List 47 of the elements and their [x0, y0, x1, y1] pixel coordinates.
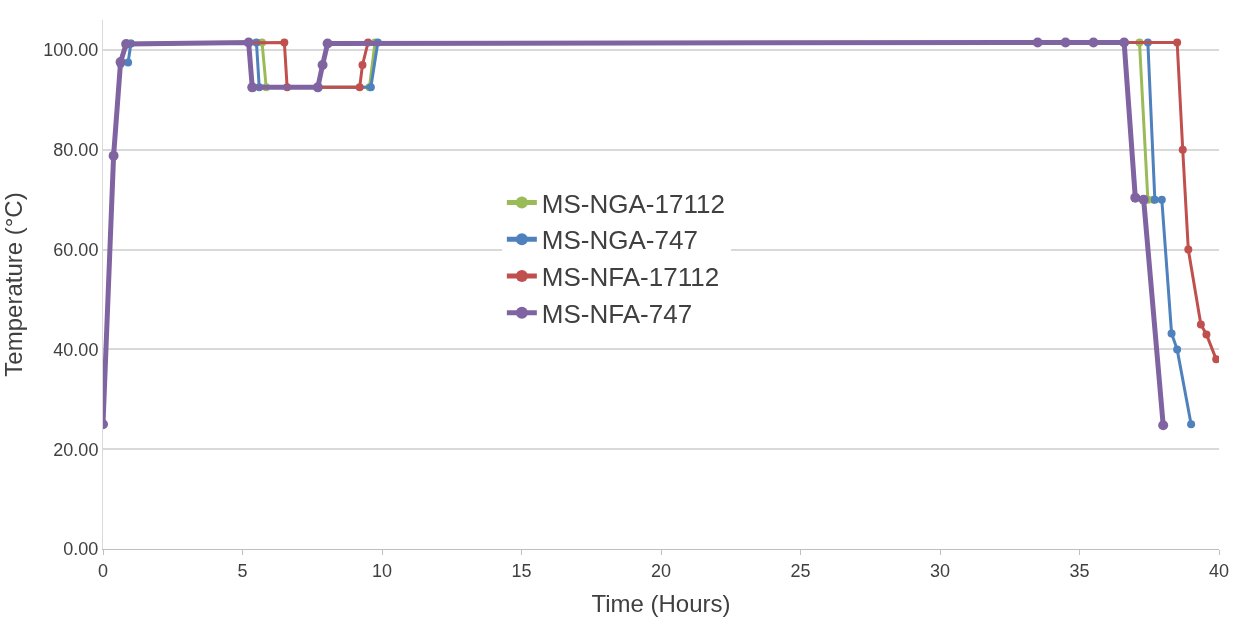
- x-tick-label: 5: [237, 560, 248, 581]
- legend-label: MS-NFA-17112: [541, 262, 720, 293]
- x-tick-label: 15: [511, 560, 532, 581]
- point: [1130, 192, 1141, 203]
- point: [247, 82, 258, 93]
- point: [1173, 38, 1182, 47]
- x-tick-label: 20: [650, 560, 672, 581]
- point: [1119, 37, 1130, 48]
- point: [1173, 345, 1182, 354]
- y-tick-label: 0.00: [63, 539, 99, 560]
- point: [243, 37, 254, 48]
- x-tick-label: 25: [790, 560, 811, 581]
- point: [1196, 320, 1205, 329]
- point: [1212, 355, 1219, 364]
- y-tick-label: 100.00: [43, 40, 99, 61]
- point: [1088, 37, 1099, 48]
- point: [1060, 37, 1071, 48]
- point: [1178, 145, 1187, 154]
- point: [124, 58, 133, 67]
- x-tick-label: 30: [929, 560, 951, 581]
- y-tick-label: 40.00: [53, 339, 99, 360]
- legend-label: MS-NGA-17112: [541, 188, 725, 219]
- x-tick-label: 40: [1208, 560, 1230, 581]
- x-tick-label: 0: [97, 560, 109, 581]
- legend-label: MS-NFA-747: [541, 298, 693, 329]
- point: [1184, 245, 1193, 254]
- point: [322, 38, 333, 49]
- y-tick-label: 80.00: [53, 140, 99, 161]
- point: [1158, 420, 1169, 431]
- y-tick-label: 20.00: [53, 439, 99, 460]
- point: [1167, 329, 1176, 338]
- legend-label: MS-NGA-747: [541, 225, 698, 256]
- point: [358, 60, 367, 69]
- point: [1032, 37, 1043, 48]
- point: [312, 82, 323, 93]
- point: [1202, 330, 1211, 339]
- x-axis-title: Time (Hours): [591, 589, 731, 617]
- point: [1187, 420, 1196, 429]
- y-tick-label: 60.00: [53, 239, 99, 260]
- point: [280, 38, 289, 47]
- point: [1157, 195, 1166, 204]
- point: [1138, 194, 1149, 205]
- x-tick-label: 35: [1069, 560, 1090, 581]
- point: [317, 59, 328, 70]
- point: [355, 83, 364, 92]
- y-axis-title: Temperature (°C): [0, 192, 27, 377]
- x-tick-label: 10: [371, 560, 393, 581]
